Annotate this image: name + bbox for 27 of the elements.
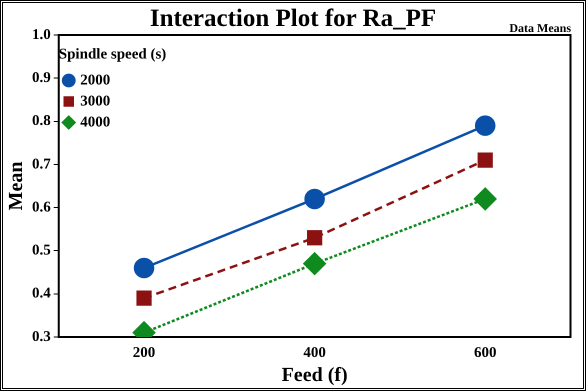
x-tick-label: 600	[474, 344, 496, 361]
y-tick-label: 0.5	[32, 242, 51, 259]
y-tick-label: 0.8	[32, 113, 51, 130]
y-tick-label: 0.7	[32, 156, 52, 172]
legend-label: 2000	[80, 72, 110, 88]
legend-title: Spindle speed (s)	[58, 46, 166, 62]
point	[304, 188, 325, 210]
x-tick-label: 200	[132, 344, 156, 361]
point	[474, 115, 496, 136]
y-tick-label: 0.4	[32, 286, 52, 302]
point	[307, 230, 322, 246]
y-tick-label: 0.9	[32, 70, 51, 86]
point	[303, 252, 326, 275]
legend-label: 4000	[80, 114, 110, 130]
x-tick-label: 400	[303, 344, 326, 361]
y-tick-label: 1.0	[32, 26, 51, 43]
chart-title: Interaction Plot for Ra_PF	[150, 5, 436, 32]
annotation: Data Means	[509, 21, 571, 36]
y-tick-label: 0.3	[32, 328, 51, 345]
point	[134, 258, 154, 278]
legend-label: 3000	[80, 93, 110, 110]
point	[474, 188, 496, 210]
y-axis-title: Mean	[5, 162, 28, 210]
point	[478, 152, 493, 168]
point	[136, 290, 152, 306]
x-axis-title: Feed (f)	[282, 364, 348, 386]
y-tick-label: 0.6	[32, 199, 52, 216]
